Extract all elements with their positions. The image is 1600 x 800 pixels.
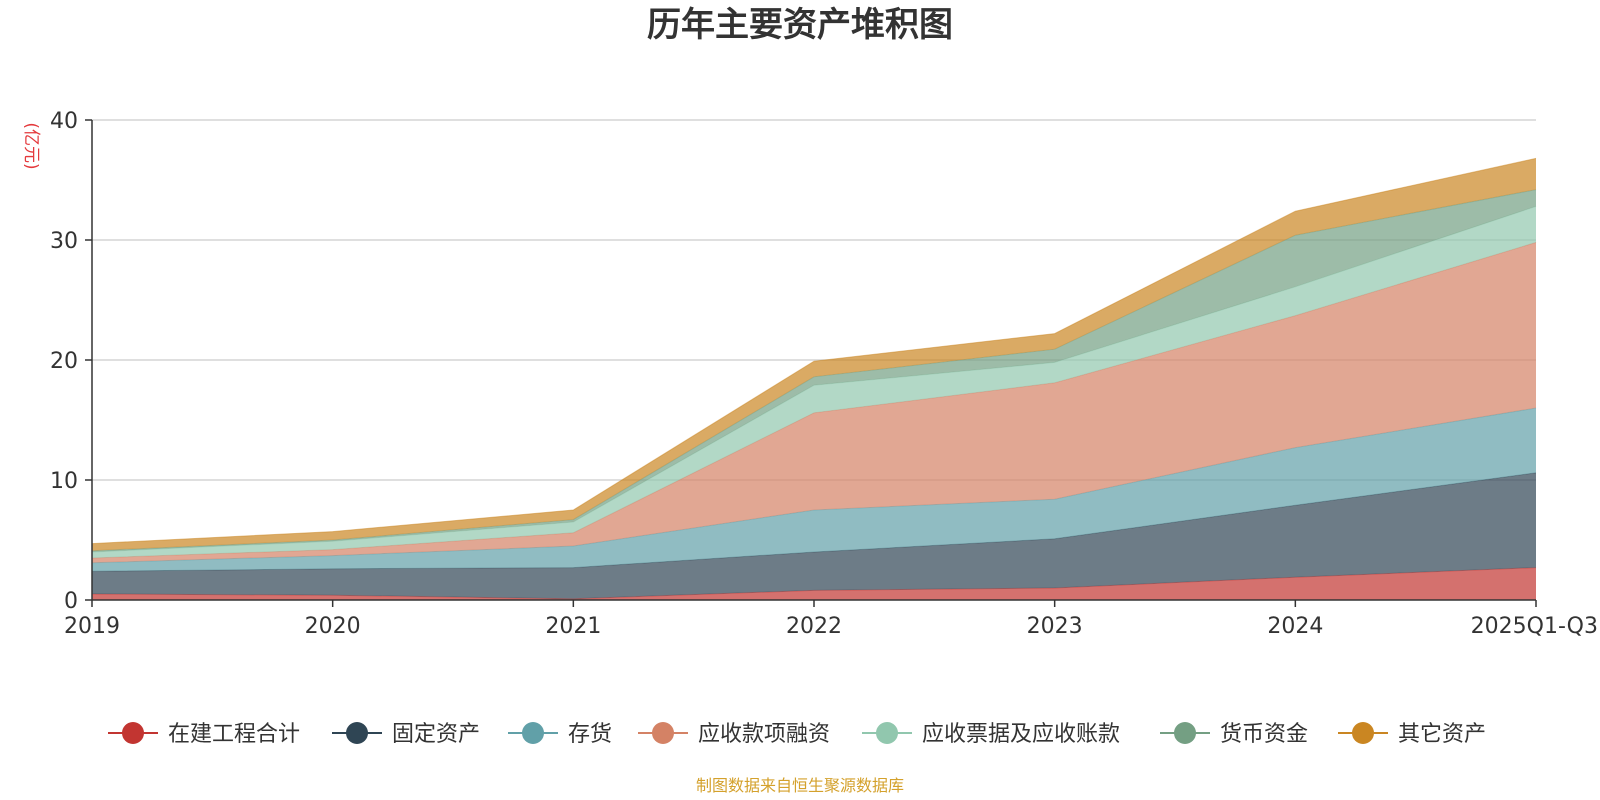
area-series-6 (92, 189, 1536, 552)
x-tick-label-2022: 2022 (786, 614, 842, 639)
chart-title: 历年主要资产堆积图 (647, 5, 953, 45)
area-series-2 (92, 472, 1536, 599)
legend: 在建工程合计 固定资产 存货 应收款项融资 应收票据及应收账款 货币资金 其它资产 (108, 722, 1486, 747)
legend-marker (122, 722, 144, 744)
y-tick-label-40: 40 (50, 109, 78, 134)
legend-marker (1174, 722, 1196, 744)
area-line-series-7 (91, 157, 1537, 545)
x-tick-label-2020: 2020 (305, 614, 361, 639)
legend-item-7[interactable]: 其它资产 (1338, 722, 1486, 747)
axes: 0 10 20 30 40 2019 2020 2021 2022 2023 2024 2025Q1-… (50, 109, 1598, 639)
source-note: 制图数据来自恒生聚源数据库 (696, 776, 904, 795)
legend-label: 固定资产 (392, 722, 480, 747)
area-series-1 (92, 567, 1536, 600)
y-tick-label-0: 0 (64, 589, 78, 614)
legend-label: 应收票据及应收账款 (922, 722, 1120, 747)
x-tick-label-2023: 2023 (1027, 614, 1083, 639)
legend-marker (522, 722, 544, 744)
legend-item-4[interactable]: 应收款项融资 (638, 722, 830, 747)
legend-item-3[interactable]: 存货 (508, 722, 612, 747)
area-series-4 (92, 242, 1536, 563)
x-tick-label-2021: 2021 (545, 614, 601, 639)
area-series-7 (92, 158, 1536, 551)
legend-label: 应收款项融资 (698, 722, 830, 747)
legend-item-6[interactable]: 货币资金 (1160, 722, 1308, 747)
legend-marker (1352, 722, 1374, 744)
legend-marker (652, 722, 674, 744)
x-tick-label-2024: 2024 (1267, 614, 1323, 639)
legend-label: 其它资产 (1398, 722, 1486, 747)
legend-label: 在建工程合计 (168, 722, 300, 747)
y-axis-unit-label: (亿元) (21, 122, 41, 169)
y-tick-label-20: 20 (50, 349, 78, 374)
x-tick-label-2025Q1-Q3: 2025Q1-Q3 (1471, 614, 1598, 639)
legend-marker (346, 722, 368, 744)
x-tick-label-2019: 2019 (64, 614, 120, 639)
legend-item-2[interactable]: 固定资产 (332, 722, 480, 747)
stacked-areas (91, 157, 1537, 600)
legend-marker (876, 722, 898, 744)
y-tick-label-30: 30 (50, 229, 78, 254)
legend-item-5[interactable]: 应收票据及应收账款 (862, 722, 1120, 747)
legend-item-1[interactable]: 在建工程合计 (108, 722, 300, 747)
legend-label: 货币资金 (1220, 722, 1308, 747)
area-series-3 (92, 408, 1536, 572)
y-tick-label-10: 10 (50, 469, 78, 494)
legend-label: 存货 (568, 722, 612, 747)
